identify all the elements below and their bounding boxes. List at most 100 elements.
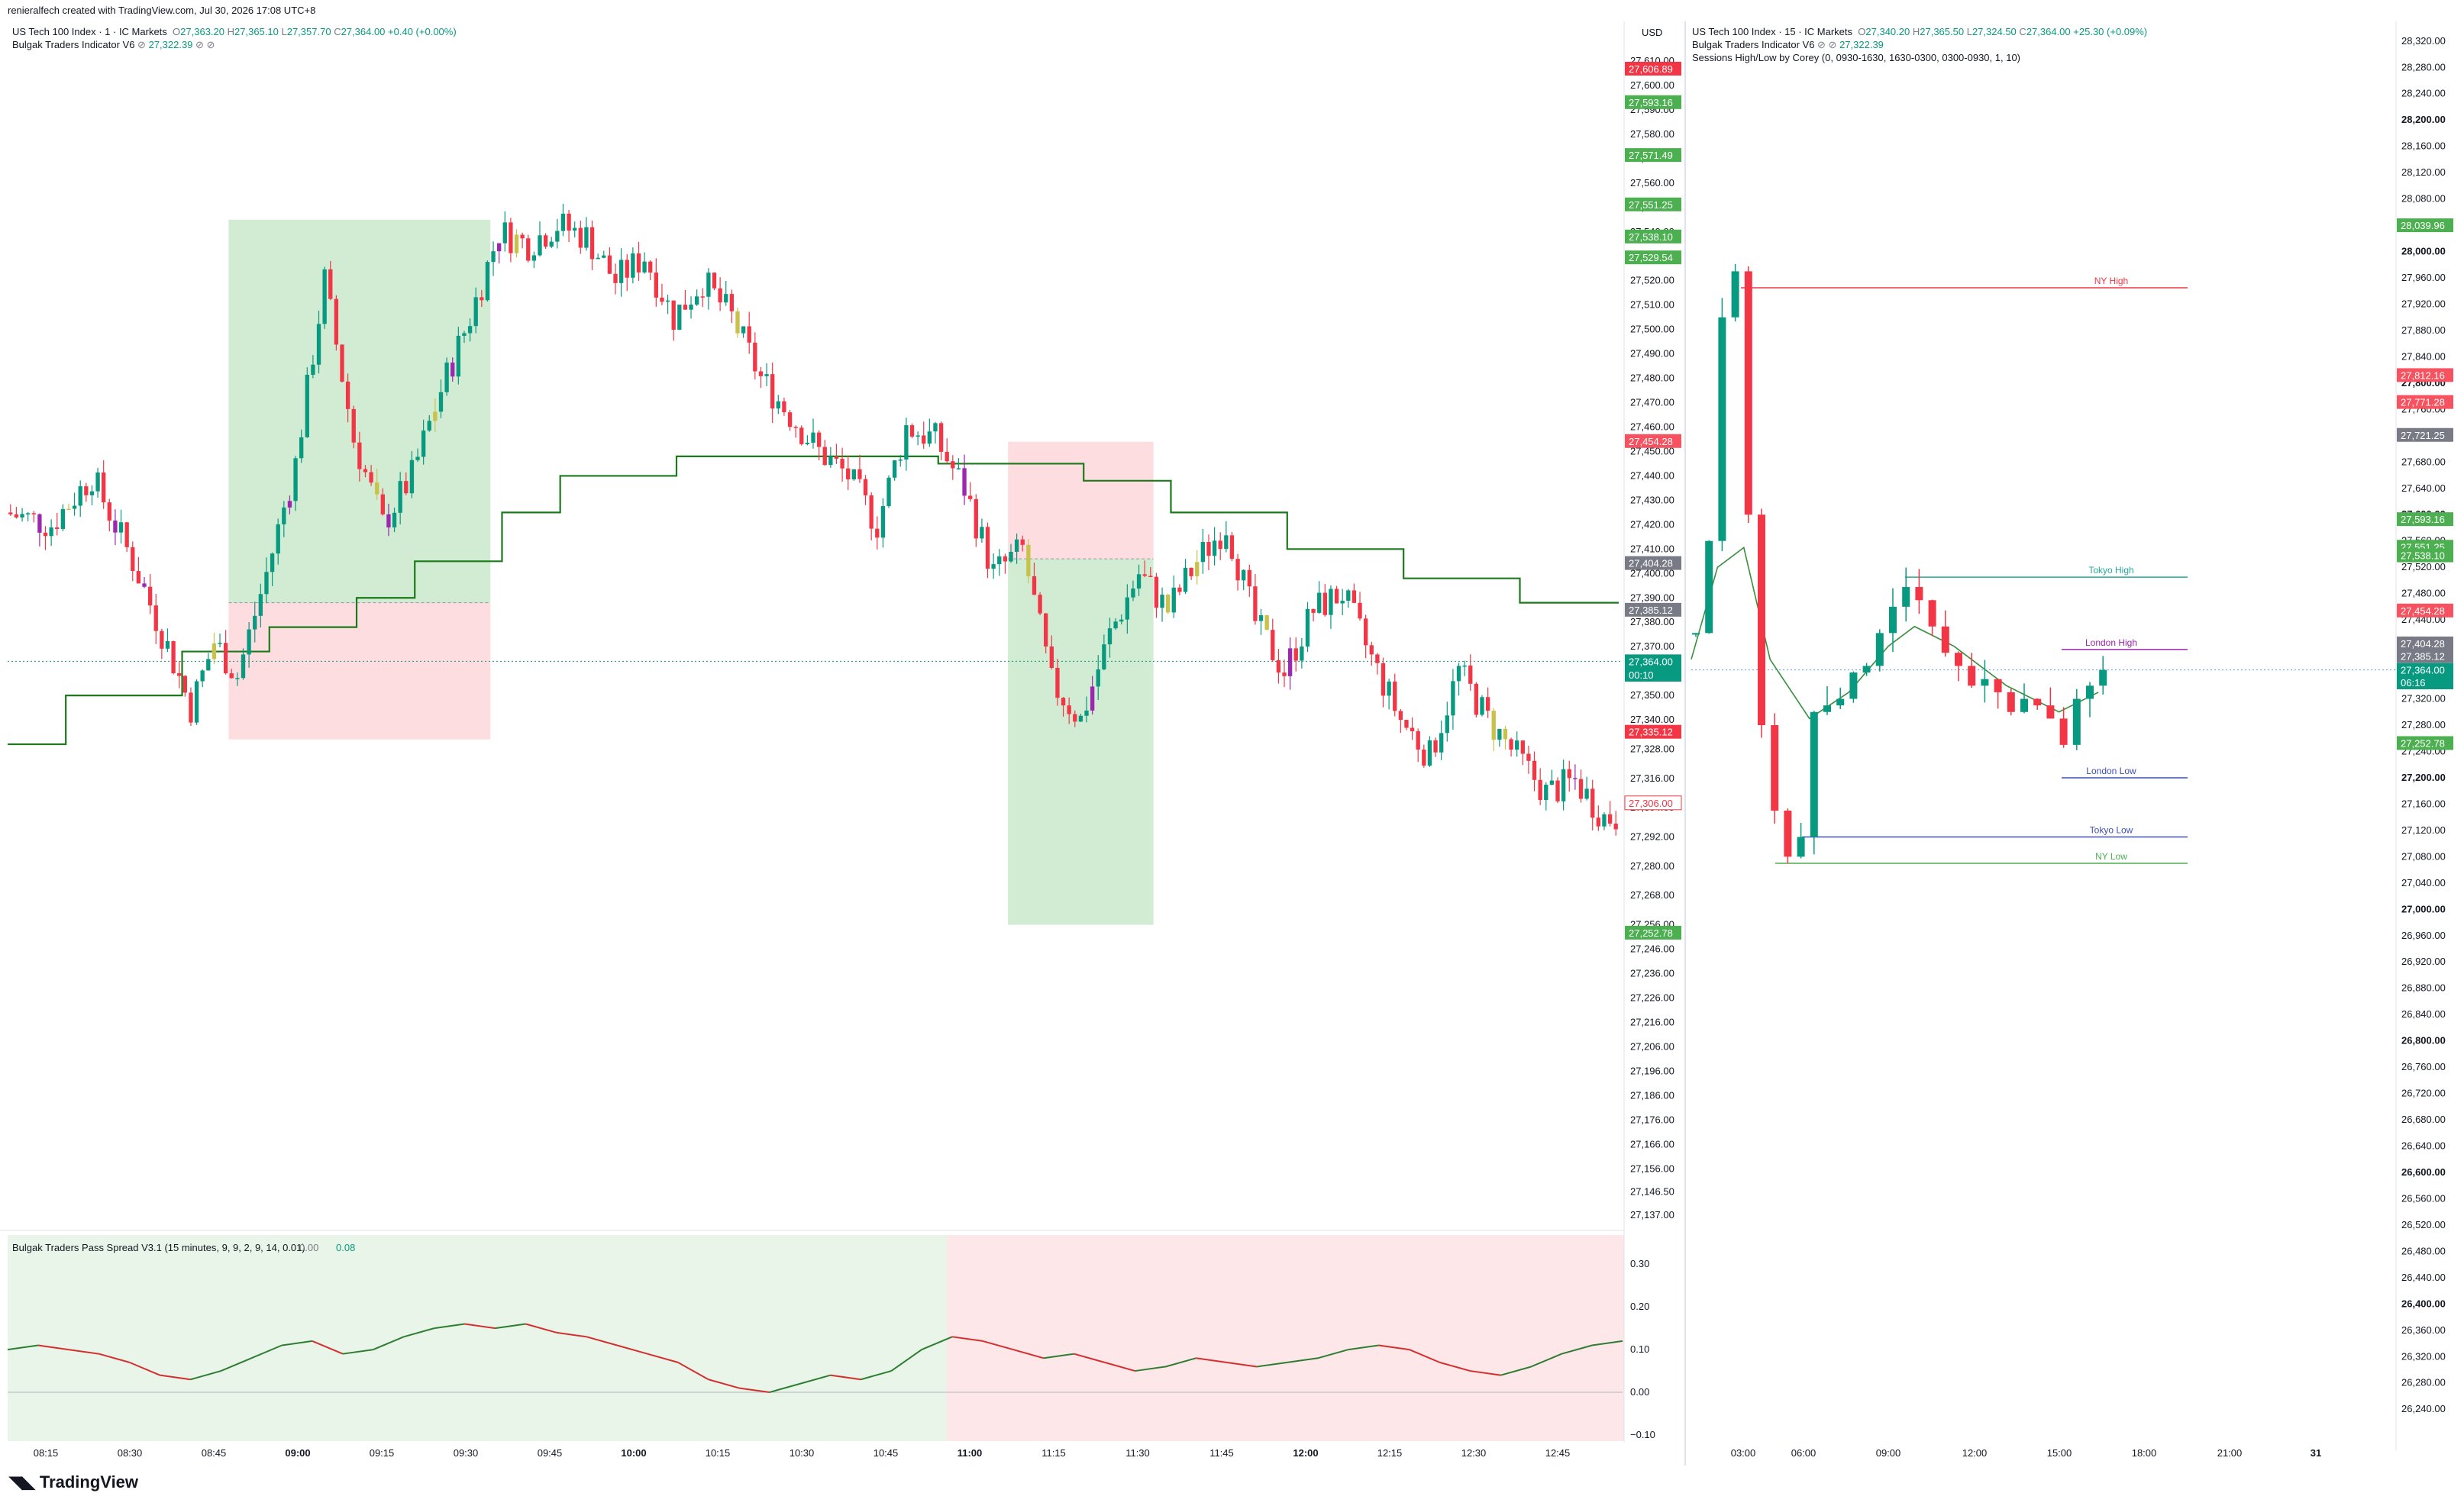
right-price-label-box: [2397, 603, 2453, 618]
right-change: +25.30 (+0.09%): [2073, 26, 2148, 37]
candle: [607, 247, 612, 275]
candle: [456, 327, 461, 385]
candle: [43, 526, 48, 550]
x-tick-label: 10:00: [621, 1447, 646, 1459]
x-tick-label: 10:15: [706, 1447, 731, 1459]
candle: [55, 513, 60, 536]
sub-indicator-name[interactable]: Bulgak Traders Pass Spread V3.1 (15 minu…: [12, 1242, 305, 1253]
spread-segment: [1591, 1340, 1623, 1346]
candle: [625, 254, 629, 292]
tradingview-logo[interactable]: ◥◣ TradingView: [9, 1472, 138, 1492]
price-label-text: 27,551.25: [1629, 199, 1673, 211]
right-price-label-box: [2397, 736, 2453, 750]
candle: [1578, 769, 1584, 803]
position-target-zone-0[interactable]: [228, 219, 491, 603]
left-close: 27,364.00: [341, 26, 386, 37]
left-main-pane[interactable]: [0, 21, 1624, 1221]
candle: [642, 252, 647, 274]
y-tick-label: 27,196.00: [1630, 1065, 1674, 1076]
candle: [1177, 584, 1182, 595]
spread-segment: [861, 1370, 892, 1381]
right-y-tick-label: 27,520.00: [2401, 561, 2446, 572]
spread-segment: [769, 1382, 800, 1394]
candle: [1212, 527, 1217, 566]
candle: [31, 511, 36, 523]
candle: [909, 423, 915, 439]
position-stop-zone-1[interactable]: [1008, 441, 1154, 560]
price-label-text: 27,538.10: [1629, 231, 1673, 243]
candle: [147, 574, 153, 614]
right-legend-row-1[interactable]: US Tech 100 Index · 15 · IC Markets O27,…: [1692, 26, 2147, 37]
y-tick-label: 27,400.00: [1630, 567, 1674, 579]
position-stop-zone-0[interactable]: [228, 602, 491, 740]
ohlc-l-label: L: [1966, 26, 1972, 37]
candle: [945, 438, 949, 464]
left-price-axis[interactable]: [1624, 21, 1685, 1221]
candle: [1113, 618, 1118, 630]
y-tick-label: 27,380.00: [1630, 616, 1674, 627]
spread-segment: [1500, 1366, 1532, 1376]
candle: [2059, 707, 2068, 748]
ohlc-o-label: O: [1855, 26, 1866, 37]
candle: [444, 357, 449, 396]
candle: [1968, 653, 1976, 689]
candle: [287, 495, 292, 514]
y-tick-label: 27,340.00: [1630, 714, 1674, 725]
y-tick-label: 27,186.00: [1630, 1089, 1674, 1101]
spread-segment: [464, 1323, 496, 1330]
candle: [770, 363, 775, 424]
candle: [840, 447, 844, 482]
right-x-tick-label: 15:00: [2047, 1447, 2072, 1459]
candle: [1810, 711, 1818, 855]
settings-icon[interactable]: ⊘ ⊘: [195, 39, 215, 50]
right-price-label-text: 27,252.78: [2401, 737, 2445, 749]
left-legend-row-1[interactable]: US Tech 100 Index · 1 · IC Markets O27,3…: [12, 26, 457, 37]
right-legend-row-3[interactable]: Sessions High/Low by Corey (0, 0930-1630…: [1692, 52, 2020, 63]
candle: [1090, 676, 1095, 715]
spread-segment: [1012, 1349, 1045, 1359]
candle: [78, 480, 82, 518]
candle: [1573, 764, 1578, 790]
right-x-tick-label: 18:00: [2132, 1447, 2157, 1459]
candle: [1165, 593, 1171, 614]
right-price-axis[interactable]: [2396, 21, 2464, 1450]
candle: [618, 248, 624, 297]
right-open: 27,340.20: [1865, 26, 1910, 37]
candle: [462, 331, 467, 343]
tradingview-logo-icon: ◥◣: [9, 1472, 35, 1491]
left-legend-row-2[interactable]: Bulgak Traders Indicator V6 ⊘ 27,322.39 …: [12, 39, 215, 51]
candle: [282, 501, 286, 537]
candle: [602, 250, 606, 259]
right-y-tick-label: 26,880.00: [2401, 982, 2446, 994]
candle: [892, 460, 897, 481]
y-tick-label: 27,246.00: [1630, 943, 1674, 955]
candle: [194, 679, 199, 725]
right-x-tick-label: 31: [2311, 1447, 2321, 1459]
candle: [102, 460, 106, 509]
candle: [1351, 583, 1357, 604]
right-y-tick-label: 26,400.00: [2401, 1298, 2446, 1309]
candle: [1456, 663, 1461, 696]
right-y-tick-label: 26,680.00: [2401, 1114, 2446, 1125]
candle: [1271, 618, 1275, 662]
x-tick-label: 10:45: [874, 1447, 899, 1459]
left-change: +0.40 (+0.00%): [388, 26, 457, 37]
position-target-zone-1[interactable]: [1008, 559, 1154, 925]
right-legend-row-2[interactable]: Bulgak Traders Indicator V6 ⊘ ⊘ 27,322.3…: [1692, 39, 1884, 51]
candle: [1026, 538, 1031, 583]
x-tick-label: 12:00: [1293, 1447, 1318, 1459]
right-y-tick-label: 28,240.00: [2401, 88, 2446, 99]
candle: [875, 516, 880, 550]
candle: [1264, 614, 1269, 630]
eye-icon[interactable]: ⊘: [137, 39, 146, 50]
candle: [369, 465, 373, 486]
right-price-label-text: 27,812.16: [2401, 369, 2445, 381]
candle: [328, 261, 333, 301]
session-label: NY High: [2094, 276, 2128, 286]
eye-icon[interactable]: ⊘ ⊘: [1817, 39, 1837, 50]
x-tick-label: 08:30: [118, 1447, 143, 1459]
candle: [253, 601, 257, 643]
price-label-text: 27,335.12: [1629, 727, 1673, 738]
right-y-tick-label: 26,760.00: [2401, 1061, 2446, 1072]
right-main-pane[interactable]: [1687, 21, 2396, 1450]
